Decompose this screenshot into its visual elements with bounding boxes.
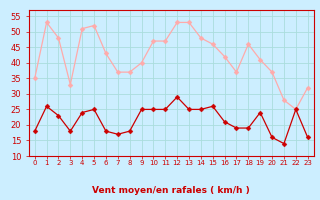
- X-axis label: Vent moyen/en rafales ( km/h ): Vent moyen/en rafales ( km/h ): [92, 186, 250, 195]
